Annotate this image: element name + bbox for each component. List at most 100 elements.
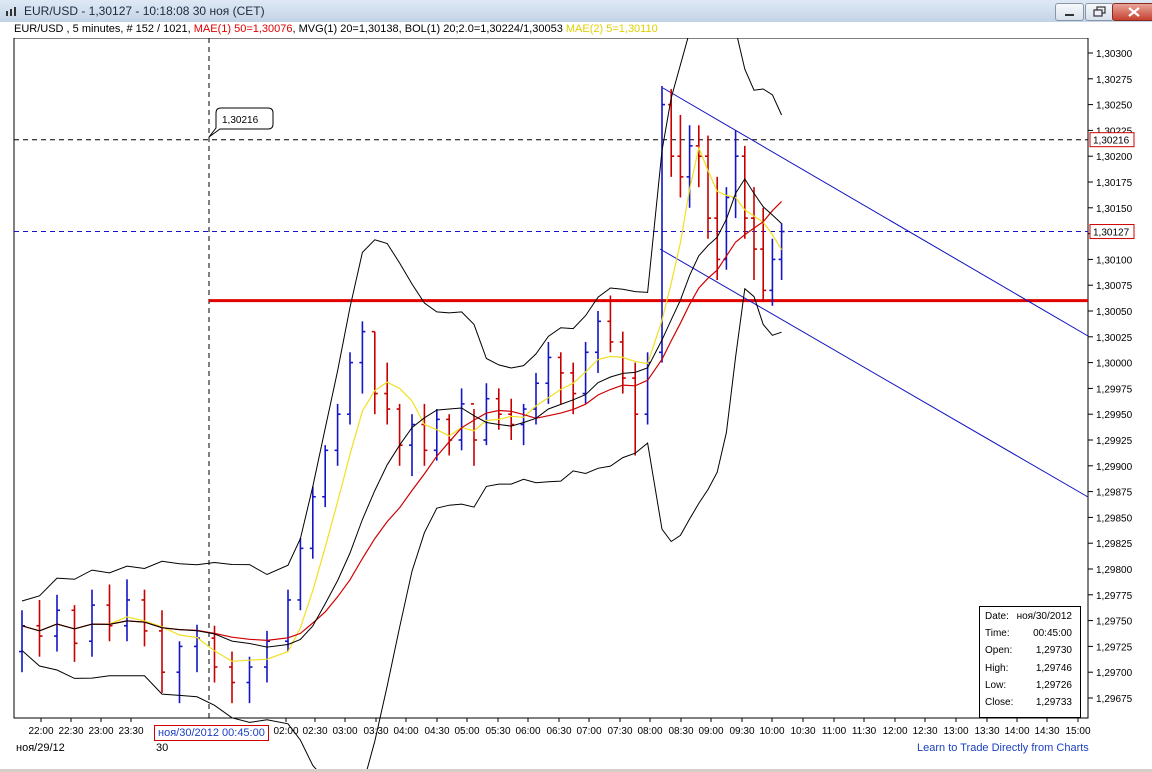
y-tick-label: 1,29700 bbox=[1096, 668, 1133, 679]
mae50-label: MAE(1) 50=1,30076 bbox=[193, 23, 293, 35]
x-tick-label: 07:30 bbox=[607, 726, 632, 737]
crosshair-price-text: 1,30216 bbox=[222, 115, 259, 126]
y-tick-label: 1,29750 bbox=[1096, 617, 1133, 628]
x-tick-label: 14:00 bbox=[1004, 726, 1029, 737]
x-tick-label: 15:00 bbox=[1065, 726, 1090, 737]
y-tick-label: 1,30075 bbox=[1096, 281, 1133, 292]
minimize-icon bbox=[1065, 14, 1074, 16]
x-tick-label: 12:30 bbox=[912, 726, 937, 737]
x-tick-label: 09:30 bbox=[729, 726, 754, 737]
x-tick-label: 08:30 bbox=[668, 726, 693, 737]
y-tick-label: 1,29675 bbox=[1096, 694, 1133, 705]
x-tick-label: 06:30 bbox=[546, 726, 571, 737]
y-tick-label: 1,29900 bbox=[1096, 462, 1133, 473]
y-tick-label: 1,30000 bbox=[1096, 359, 1133, 370]
y-tick-label: 1,29925 bbox=[1096, 436, 1133, 447]
window-titlebar: EUR/USD - 1,30127 - 10:18:08 30 ноя (CET… bbox=[0, 0, 1152, 23]
minimize-button[interactable] bbox=[1055, 3, 1084, 21]
price-marker-blue-box bbox=[1089, 224, 1135, 240]
x-tick-label: 02:00 bbox=[273, 726, 298, 737]
mvg-bol-label: , MVG(1) 20=1,30138, BOL(1) 20;2.0=1,302… bbox=[292, 23, 566, 35]
x-tick-label: 12:00 bbox=[882, 726, 907, 737]
y-tick-label: 1,29975 bbox=[1096, 384, 1133, 395]
x-tick-label: 04:30 bbox=[424, 726, 449, 737]
y-tick-label: 1,29950 bbox=[1096, 410, 1133, 421]
x-tick-label: 04:00 bbox=[393, 726, 418, 737]
dp-value: 1,29746 bbox=[1035, 663, 1072, 674]
x-tick-label: 11:00 bbox=[822, 726, 847, 737]
dp-label: Open: bbox=[985, 645, 1013, 656]
price-marker-blue-text: 1,30127 bbox=[1093, 228, 1130, 239]
price-marker-black-text: 1,30216 bbox=[1093, 136, 1130, 147]
x-tick-label: 10:00 bbox=[759, 726, 784, 737]
dp-value: 1,29726 bbox=[1035, 680, 1072, 691]
y-tick-label: 1,29800 bbox=[1096, 565, 1133, 576]
symbol-info: EUR/USD , 5 minutes, # 152 / 1021, bbox=[14, 23, 194, 35]
crosshair-price-bubble bbox=[208, 107, 274, 138]
x-tick-label: 05:30 bbox=[485, 726, 510, 737]
date-label-30: 30 bbox=[156, 742, 169, 754]
x-tick-label: 13:00 bbox=[943, 726, 968, 737]
y-tick-label: 1,30100 bbox=[1096, 255, 1133, 266]
plot-frame bbox=[13, 37, 1089, 719]
y-tick-label: 1,30250 bbox=[1096, 101, 1133, 112]
x-tick-label: 23:30 bbox=[118, 726, 143, 737]
y-tick-label: 1,30025 bbox=[1096, 333, 1133, 344]
y-tick-label: 1,29775 bbox=[1096, 591, 1133, 602]
dp-value: ноя/30/2012 bbox=[1016, 611, 1072, 622]
y-tick-label: 1,30175 bbox=[1096, 178, 1133, 189]
x-tick-label: 14:30 bbox=[1034, 726, 1059, 737]
crosshair-date-box: ноя/30/2012 00:45:00 bbox=[154, 725, 269, 741]
close-icon bbox=[1128, 7, 1140, 17]
data-window-panel: Date: ноя/30/2012 Time: 00:45:00 Open: 1,29… bbox=[979, 606, 1081, 718]
dp-label: Close: bbox=[985, 697, 1014, 708]
date-label-left: ноя/29/12 bbox=[16, 742, 65, 754]
dp-label: Time: bbox=[985, 628, 1010, 639]
x-tick-label: 22:30 bbox=[58, 726, 83, 737]
y-tick-label: 1,30300 bbox=[1096, 49, 1133, 60]
y-tick-label: 1,29725 bbox=[1096, 642, 1133, 653]
x-tick-label: 05:00 bbox=[454, 726, 479, 737]
y-tick-label: 1,30200 bbox=[1096, 152, 1133, 163]
x-tick-label: 10:30 bbox=[790, 726, 815, 737]
x-tick-label: 11:30 bbox=[852, 726, 877, 737]
x-tick-label: 22:00 bbox=[28, 726, 53, 737]
dp-label: Low: bbox=[985, 680, 1007, 691]
x-tick-label: 03:30 bbox=[363, 726, 388, 737]
mae5-label: MAE(2) 5=1,30110 bbox=[565, 23, 658, 35]
price-marker-black-box bbox=[1089, 132, 1135, 148]
y-tick-label: 1,29875 bbox=[1096, 488, 1133, 499]
y-tick-label: 1,29850 bbox=[1096, 513, 1133, 524]
dp-value: 1,29730 bbox=[1035, 645, 1072, 656]
dp-value: 1,29733 bbox=[1035, 697, 1072, 708]
indicator-info-bar: EUR/USD , 5 minutes, # 152 / 1021, MAE(1… bbox=[0, 22, 1152, 38]
bollinger-lower bbox=[21, 287, 782, 772]
x-tick-label: 08:00 bbox=[637, 726, 662, 737]
window-title: EUR/USD - 1,30127 - 10:18:08 30 ноя (CET… bbox=[24, 4, 265, 18]
bollinger-middle bbox=[21, 177, 782, 648]
x-tick-label: 06:00 bbox=[515, 726, 540, 737]
y-tick-label: 1,29825 bbox=[1096, 539, 1133, 550]
channel-line-upper bbox=[662, 87, 1089, 337]
x-tick-label: 13:30 bbox=[974, 726, 999, 737]
x-tick-label: 03:00 bbox=[332, 726, 357, 737]
y-tick-label: 1,30150 bbox=[1096, 204, 1133, 215]
x-tick-label: 07:00 bbox=[576, 726, 601, 737]
x-tick-label: 23:00 bbox=[88, 726, 113, 737]
y-tick-label: 1,30050 bbox=[1096, 307, 1133, 318]
restore-button[interactable] bbox=[1085, 3, 1114, 21]
x-tick-label: 09:00 bbox=[698, 726, 723, 737]
y-tick-label: 1,30275 bbox=[1096, 75, 1133, 86]
channel-line-lower bbox=[659, 248, 1089, 498]
chart-app-icon bbox=[6, 7, 16, 16]
dp-label: High: bbox=[985, 663, 1009, 674]
restore-icon bbox=[1093, 6, 1106, 17]
dp-value: 00:45:00 bbox=[1033, 628, 1072, 639]
x-tick-label: 02:30 bbox=[302, 726, 327, 737]
learn-to-trade-link[interactable]: Learn to Trade Directly from Charts bbox=[917, 742, 1089, 754]
dp-label: Date: bbox=[985, 611, 1009, 622]
y-tick-label: 1,30225 bbox=[1096, 126, 1133, 137]
close-button[interactable] bbox=[1112, 3, 1152, 21]
